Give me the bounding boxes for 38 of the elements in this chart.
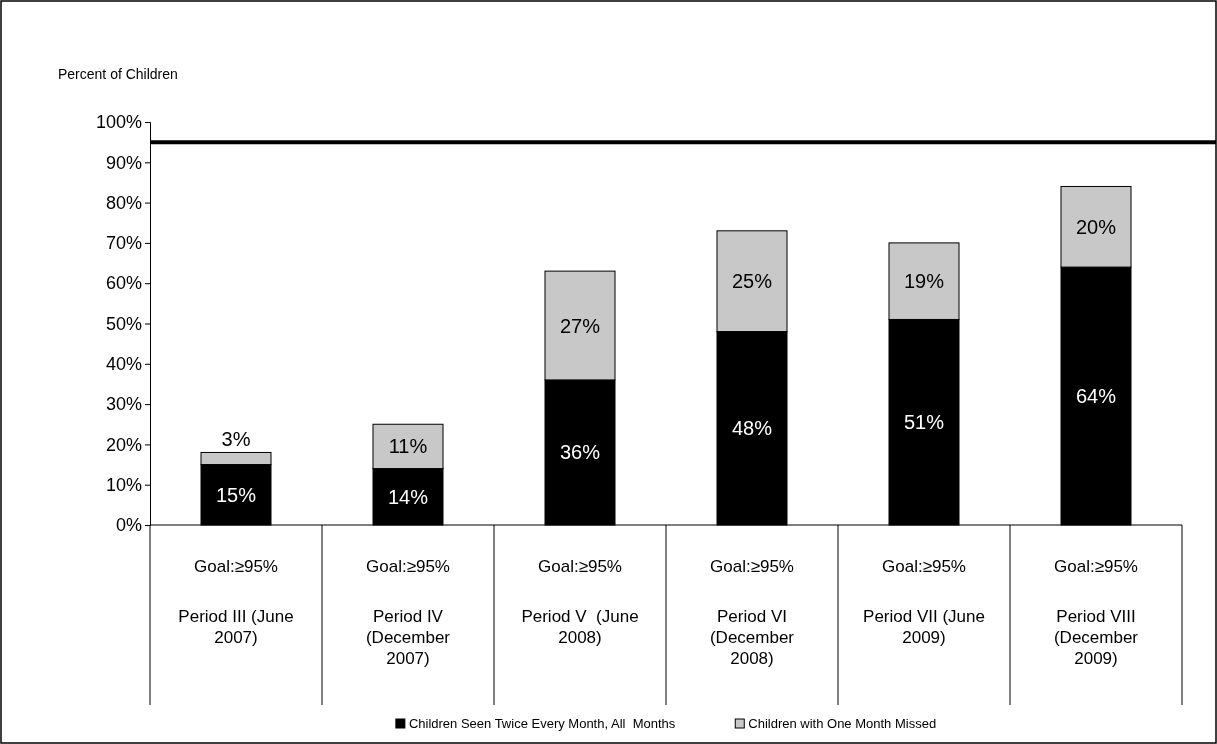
data-label: 15% xyxy=(215,483,257,506)
text: Goal:≥95% xyxy=(194,557,278,576)
y-tick-label: 100% xyxy=(95,112,142,133)
x-tick-label: Period IV (December 2007) xyxy=(365,607,451,668)
data-label: 36% xyxy=(559,441,601,464)
y-tick-label: 90% xyxy=(105,152,142,173)
data-label: 3% xyxy=(221,428,251,451)
legend-label: Children with One Month Missed xyxy=(748,716,937,731)
text: Goal:≥95% xyxy=(366,557,450,576)
y-tick-label: 70% xyxy=(105,233,142,254)
data-label: 25% xyxy=(731,270,773,293)
y-tick-label: 10% xyxy=(105,474,142,495)
data-label: 11% xyxy=(388,435,428,458)
x-tick-label: Period V (June 2008) xyxy=(521,607,639,647)
text: Goal:≥95% xyxy=(1054,557,1138,576)
text: Goal:≥95% xyxy=(538,557,622,576)
legend-label: Children Seen Twice Every Month, All Months xyxy=(408,716,676,731)
data-label: 27% xyxy=(559,314,601,337)
y-tick-label: 30% xyxy=(105,394,142,415)
data-label: 20% xyxy=(1075,215,1117,238)
y-axis-title: Percent of Children xyxy=(58,66,178,82)
x-tick-label: Period VIII (December 2009) xyxy=(1053,607,1139,668)
x-tick-label: Period VI (December 2008) xyxy=(709,607,795,668)
y-tick-label: 60% xyxy=(105,273,142,294)
text: Goal:≥95% xyxy=(882,557,966,576)
y-tick-label: 50% xyxy=(105,313,142,334)
data-label: 51% xyxy=(903,411,945,434)
y-tick-label: 80% xyxy=(105,192,142,213)
data-label: 19% xyxy=(903,270,945,293)
data-label: 14% xyxy=(387,485,429,508)
x-tick-label: Period III (June 2007) xyxy=(178,607,294,647)
text: Goal:≥95% xyxy=(710,557,794,576)
data-label: 64% xyxy=(1075,385,1117,408)
y-tick-label: 20% xyxy=(105,434,142,455)
y-tick-label: 40% xyxy=(105,354,142,375)
data-label: 48% xyxy=(731,417,773,440)
y-tick-label: 0% xyxy=(115,515,142,536)
x-tick-label: Period VII (June 2009) xyxy=(863,607,985,647)
